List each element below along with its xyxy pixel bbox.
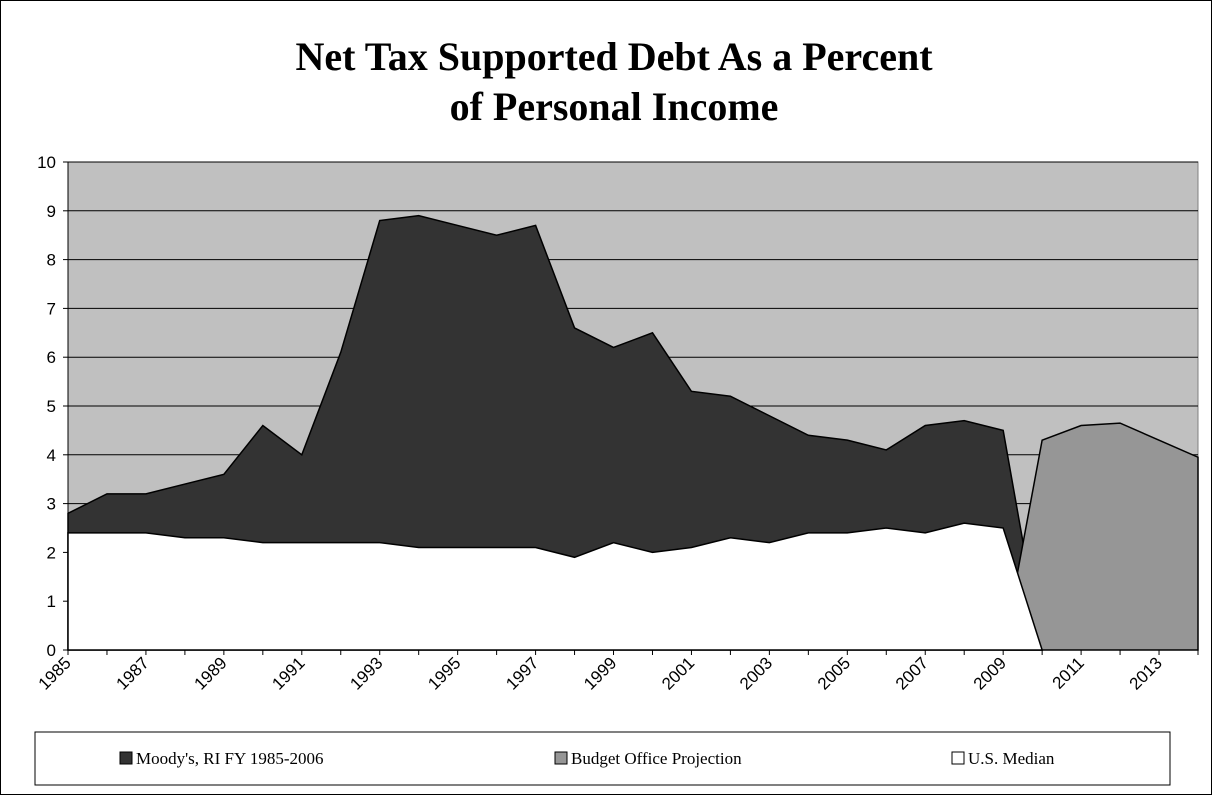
y-tick-label: 1 [47, 592, 56, 611]
y-tick-label: 10 [37, 153, 56, 172]
y-tick-label: 5 [47, 397, 56, 416]
legend-label: Budget Office Projection [571, 749, 742, 768]
y-tick-label: 3 [47, 495, 56, 514]
y-tick-label: 9 [47, 202, 56, 221]
y-tick-label: 2 [47, 543, 56, 562]
title-line: Net Tax Supported Debt As a Percent [295, 34, 933, 79]
legend-swatch [951, 751, 965, 765]
y-tick-label: 7 [47, 299, 56, 318]
area [67, 522, 1044, 651]
legend-label: Moody's, RI FY 1985-2006 [136, 749, 324, 768]
area [1002, 422, 1199, 651]
legend-swatch [119, 751, 133, 765]
chart-title: Net Tax Supported Debt As a Percent of Pe… [295, 34, 933, 129]
title-line: of Personal Income [450, 84, 779, 129]
y-tick-label: 8 [47, 251, 56, 270]
legend-label: U.S. Median [968, 749, 1055, 768]
y-tick-label: 4 [47, 446, 56, 465]
y-tick-label: 6 [47, 348, 56, 367]
legend-swatch [554, 751, 568, 765]
legend [34, 731, 1171, 786]
y-tick-label: 0 [47, 641, 56, 660]
